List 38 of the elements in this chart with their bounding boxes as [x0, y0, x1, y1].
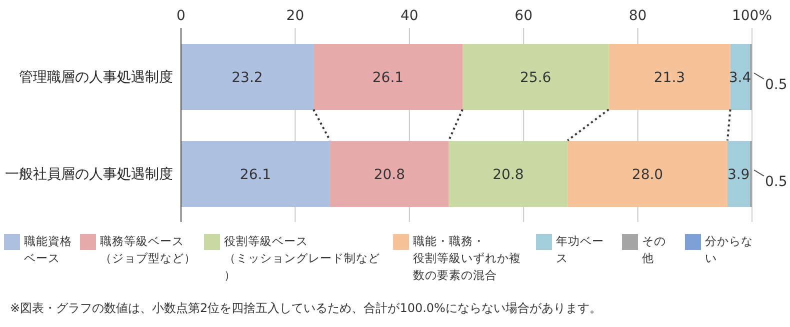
x-tick-label: 0 [176, 8, 186, 24]
data-label: 25.6 [520, 70, 552, 86]
legend-label: 役割等級ベース（ミッショングレード制など） [224, 233, 381, 284]
bar [448, 141, 568, 207]
data-label: 28.0 [632, 167, 664, 183]
legend-label: 分からない [705, 233, 754, 267]
legend-label: 職能資格ベース [24, 233, 72, 267]
bar [313, 44, 463, 110]
data-label: 20.8 [492, 167, 524, 183]
x-tick-label: 60 [514, 8, 533, 24]
bar [181, 141, 330, 207]
legend-label: 職務等級ベース（ジョブ型など） [100, 233, 196, 267]
data-label: 3.9 [727, 167, 750, 183]
y-tick-label: 一般社員層の人事処遇制度 [5, 166, 173, 182]
x-tick-label: 100% [732, 8, 772, 24]
bar [462, 44, 609, 110]
x-tick-label: 40 [400, 8, 418, 24]
legend-label: その他 [642, 233, 667, 267]
bar [181, 44, 314, 110]
data-label: 0.5 [765, 174, 788, 190]
data-label: 23.2 [232, 70, 263, 86]
data-label: 20.8 [374, 167, 405, 183]
bar [730, 44, 750, 110]
data-label: 21.3 [654, 70, 686, 86]
bar [608, 44, 730, 110]
bar [568, 141, 728, 207]
data-label: 26.1 [240, 167, 272, 183]
data-label: 3.4 [728, 70, 752, 86]
x-tick-label: 20 [286, 8, 304, 24]
bar [727, 141, 750, 207]
legend-label: 職能・職務・役割等級いずれか複数の要素の混合 [413, 233, 522, 284]
x-tick-label: 80 [628, 8, 647, 24]
bar [330, 141, 449, 207]
data-label: 0.5 [765, 77, 788, 93]
text: ※図表・グラフの数値は、小数点第2位を四捨五入しているため、合計が100.0%にならない場合があります。 [10, 300, 602, 317]
data-label: 26.1 [372, 70, 404, 86]
y-tick-label: 管理職層の人事処遇制度 [19, 69, 173, 86]
legend-label: 年功ベース [556, 233, 605, 267]
